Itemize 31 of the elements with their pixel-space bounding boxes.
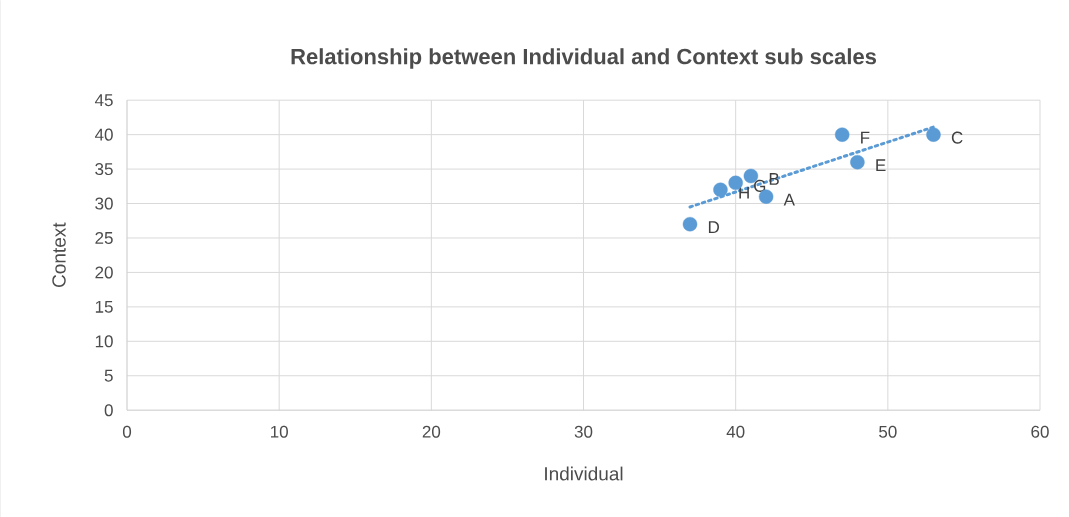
point (850, 154, 865, 170)
chart-title: Relationship between Individual and Context sub scales (291, 48, 876, 69)
y-tick-label: 15 (95, 300, 113, 313)
y-tick-label: 0 (104, 403, 113, 417)
annotation: H (739, 186, 749, 199)
annotation: C (951, 131, 963, 144)
y-axis-title: Context (52, 222, 66, 287)
y-tick-label: 45 (94, 94, 113, 106)
x-tick-label: 60 (1031, 425, 1049, 438)
annotation: E (876, 159, 886, 171)
x-tick-label: 40 (726, 425, 745, 438)
y-tick-label: 30 (95, 197, 113, 210)
y-tick-label: 35 (95, 162, 113, 175)
x-tick-label: 20 (422, 425, 441, 438)
y-tick-label: 5 (104, 369, 113, 382)
x-tick-label: 50 (879, 425, 897, 438)
point (713, 182, 728, 197)
annotation: D (708, 221, 720, 233)
x-tick-label: 0 (122, 425, 132, 438)
y-tick-label: 10 (95, 335, 113, 348)
y-tick-label: 25 (95, 231, 113, 244)
point (926, 127, 941, 142)
y-tick-label: 20 (95, 266, 113, 279)
point (682, 216, 698, 232)
x-tick-label: 10 (271, 425, 288, 438)
y-tick-label: 40 (94, 128, 113, 141)
annotation: F (861, 131, 870, 144)
x-axis-title: Individual (545, 466, 623, 481)
annotation: A (783, 193, 795, 206)
point (834, 127, 850, 142)
x-tick-label: 30 (574, 425, 593, 438)
